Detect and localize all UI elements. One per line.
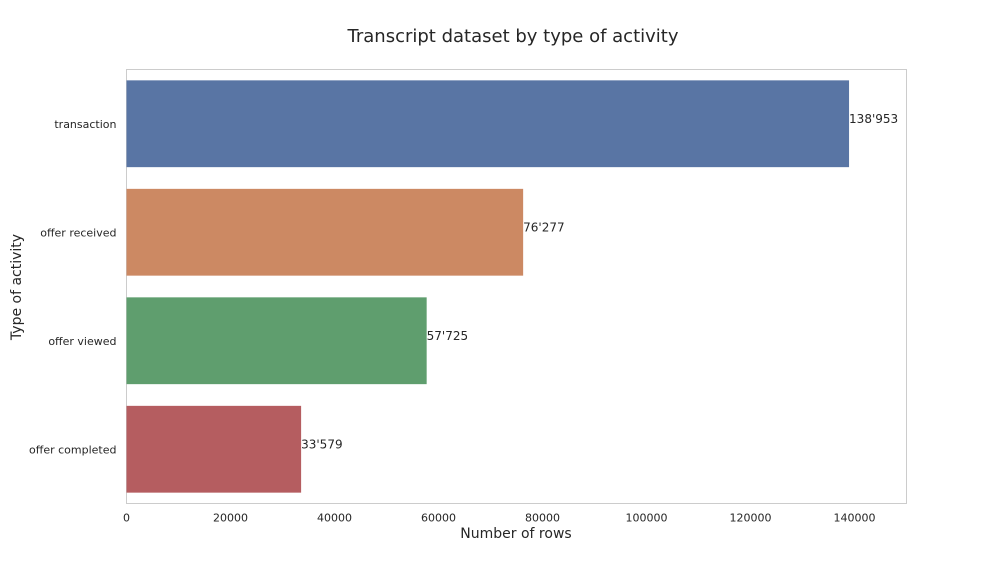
plot-frame [126,69,907,504]
x-tick-label: 80000 [525,512,560,525]
x-tick-labels: 0 20000 40000 60000 80000 100000 120000 140000 [123,512,876,525]
y-tick-labels: transaction offer received offer viewed off… [29,118,116,457]
x-tick-label: 100000 [626,512,668,525]
bar-offer-received [126,188,524,276]
x-axis-label: Number of rows [460,526,571,542]
value-label-transaction: 138'953 [849,112,898,126]
y-tick-label-offer-received: offer received [40,226,116,239]
chart-title: Transcript dataset by type of activity [347,26,679,47]
y-axis-label: Type of activity [9,234,25,341]
bar-offer-viewed [126,297,427,385]
bar-offer-completed [126,405,302,493]
x-tick-label: 20000 [213,512,248,525]
x-tick-label: 0 [123,512,130,525]
y-tick-label-transaction: transaction [54,118,116,131]
value-label-offer-received: 76'277 [523,220,564,234]
bars-group [126,80,850,493]
value-label-offer-completed: 33'579 [301,437,342,451]
bar-transaction [126,80,850,168]
y-tick-label-offer-completed: offer completed [29,443,116,456]
x-tick-label: 140000 [834,512,876,525]
y-tick-label-offer-viewed: offer viewed [48,335,116,348]
value-label-offer-viewed: 57'725 [427,329,468,343]
x-tick-label: 60000 [421,512,456,525]
x-tick-label: 120000 [730,512,772,525]
value-labels: 138'953 76'277 57'725 33'579 [301,112,898,452]
x-tick-label: 40000 [317,512,352,525]
